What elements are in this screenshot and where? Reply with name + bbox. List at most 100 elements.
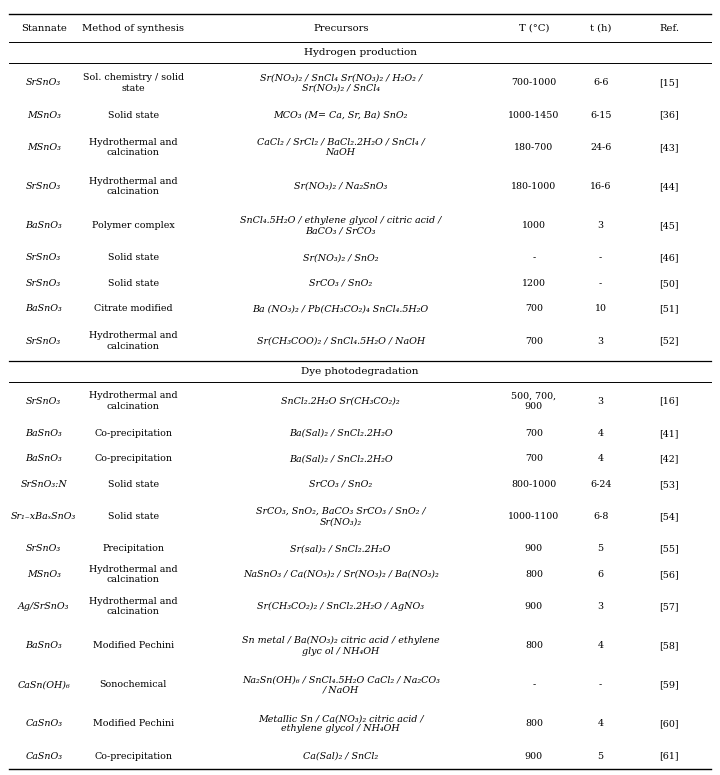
Text: 3: 3 <box>598 336 604 346</box>
Text: 800: 800 <box>525 570 543 579</box>
Text: 4: 4 <box>598 641 603 650</box>
Text: Stannate: Stannate <box>21 24 67 33</box>
Text: Ba(Sal)₂ / SnCl₂.2H₂O: Ba(Sal)₂ / SnCl₂.2H₂O <box>289 454 392 463</box>
Text: Hydrothermal and
calcination: Hydrothermal and calcination <box>89 332 178 351</box>
Text: Sr(NO₃)₂ / SnCl₄ Sr(NO₃)₂ / H₂O₂ /
Sr(NO₃)₂ / SnCl₄: Sr(NO₃)₂ / SnCl₄ Sr(NO₃)₂ / H₂O₂ / Sr(NO… <box>260 74 422 93</box>
Text: MSnO₃: MSnO₃ <box>27 570 60 579</box>
Text: 3: 3 <box>598 397 604 405</box>
Text: 700-1000: 700-1000 <box>511 78 557 88</box>
Text: Sr(CH₃CO₂)₂ / SnCl₂.2H₂O / AgNO₃: Sr(CH₃CO₂)₂ / SnCl₂.2H₂O / AgNO₃ <box>257 602 424 611</box>
Text: SrCO₃ / SnO₂: SrCO₃ / SnO₂ <box>309 480 372 489</box>
Text: CaSnO₃: CaSnO₃ <box>25 752 62 760</box>
Text: Co-precipitation: Co-precipitation <box>94 752 172 760</box>
Text: 700: 700 <box>525 305 543 313</box>
Text: Precipitation: Precipitation <box>102 545 164 553</box>
Text: SrSnO₃: SrSnO₃ <box>26 397 61 405</box>
Text: T (°C): T (°C) <box>518 24 549 33</box>
Text: 4: 4 <box>598 719 603 728</box>
Text: SnCl₂.2H₂O Sr(CH₃CO₂)₂: SnCl₂.2H₂O Sr(CH₃CO₂)₂ <box>282 397 400 405</box>
Text: CaCl₂ / SrCl₂ / BaCl₂.2H₂O / SnCl₄ /
NaOH: CaCl₂ / SrCl₂ / BaCl₂.2H₂O / SnCl₄ / NaO… <box>257 138 425 157</box>
Text: Solid state: Solid state <box>108 111 159 120</box>
Text: [60]: [60] <box>660 719 679 728</box>
Text: Dye photodegradation: Dye photodegradation <box>301 367 419 376</box>
Text: [45]: [45] <box>660 221 679 230</box>
Text: 900: 900 <box>525 545 543 553</box>
Text: 24-6: 24-6 <box>590 143 611 152</box>
Text: BaSnO₃: BaSnO₃ <box>25 429 62 438</box>
Text: Ca(Sal)₂ / SnCl₂: Ca(Sal)₂ / SnCl₂ <box>303 752 378 760</box>
Text: -: - <box>599 680 603 689</box>
Text: -: - <box>599 279 603 288</box>
Text: 6: 6 <box>598 570 604 579</box>
Text: 4: 4 <box>598 429 603 438</box>
Text: [41]: [41] <box>660 429 679 438</box>
Text: [16]: [16] <box>660 397 679 405</box>
Text: 500, 700,
900: 500, 700, 900 <box>511 391 557 411</box>
Text: 5: 5 <box>598 752 604 760</box>
Text: Sr(NO₃)₂ / SnO₂: Sr(NO₃)₂ / SnO₂ <box>303 253 379 262</box>
Text: 1000-1100: 1000-1100 <box>508 512 559 521</box>
Text: 10: 10 <box>595 305 607 313</box>
Text: [61]: [61] <box>660 752 679 760</box>
Text: SrSnO₃: SrSnO₃ <box>26 182 61 191</box>
Text: SrCO₃, SnO₂, BaCO₃ SrCO₃ / SnO₂ /
Sr(NO₃)₂: SrCO₃, SnO₂, BaCO₃ SrCO₃ / SnO₂ / Sr(NO₃… <box>256 507 426 526</box>
Text: 6-24: 6-24 <box>590 480 611 489</box>
Text: 700: 700 <box>525 454 543 463</box>
Text: Hydrothermal and
calcination: Hydrothermal and calcination <box>89 138 178 157</box>
Text: [50]: [50] <box>660 279 679 288</box>
Text: Solid state: Solid state <box>108 279 159 288</box>
Text: [43]: [43] <box>660 143 679 152</box>
Text: Sonochemical: Sonochemical <box>99 680 167 689</box>
Text: Ba(Sal)₂ / SnCl₂.2H₂O: Ba(Sal)₂ / SnCl₂.2H₂O <box>289 429 392 438</box>
Text: [55]: [55] <box>660 545 679 553</box>
Text: Sn metal / Ba(NO₃)₂ citric acid / ethylene
glyc ol / NH₄OH: Sn metal / Ba(NO₃)₂ citric acid / ethyle… <box>242 636 439 656</box>
Text: -: - <box>532 253 536 262</box>
Text: -: - <box>532 680 536 689</box>
Text: 800-1000: 800-1000 <box>511 480 557 489</box>
Text: Sr(sal)₂ / SnCl₂.2H₂O: Sr(sal)₂ / SnCl₂.2H₂O <box>290 545 391 553</box>
Text: [51]: [51] <box>660 305 679 313</box>
Text: Hydrogen production: Hydrogen production <box>304 49 416 57</box>
Text: 6-8: 6-8 <box>593 512 608 521</box>
Text: 5: 5 <box>598 545 604 553</box>
Text: 700: 700 <box>525 429 543 438</box>
Text: Precursors: Precursors <box>313 24 369 33</box>
Text: [15]: [15] <box>660 78 679 88</box>
Text: [59]: [59] <box>660 680 679 689</box>
Text: [54]: [54] <box>660 512 679 521</box>
Text: 4: 4 <box>598 454 603 463</box>
Text: MSnO₃: MSnO₃ <box>27 143 60 152</box>
Text: Sr₁₋xBaₓSnO₃: Sr₁₋xBaₓSnO₃ <box>11 512 76 521</box>
Text: [36]: [36] <box>660 111 679 120</box>
Text: Hydrothermal and
calcination: Hydrothermal and calcination <box>89 391 178 411</box>
Text: Ref.: Ref. <box>660 24 679 33</box>
Text: SrCO₃ / SnO₂: SrCO₃ / SnO₂ <box>309 279 372 288</box>
Text: Solid state: Solid state <box>108 480 159 489</box>
Text: SrSnO₃: SrSnO₃ <box>26 545 61 553</box>
Text: SrSnO₃: SrSnO₃ <box>26 279 61 288</box>
Text: [58]: [58] <box>660 641 679 650</box>
Text: [42]: [42] <box>660 454 679 463</box>
Text: Solid state: Solid state <box>108 253 159 262</box>
Text: Co-precipitation: Co-precipitation <box>94 454 172 463</box>
Text: 16-6: 16-6 <box>590 182 611 191</box>
Text: [56]: [56] <box>660 570 679 579</box>
Text: t (h): t (h) <box>590 24 611 33</box>
Text: Co-precipitation: Co-precipitation <box>94 429 172 438</box>
Text: Sr(CH₃COO)₂ / SnCl₄.5H₂O / NaOH: Sr(CH₃COO)₂ / SnCl₄.5H₂O / NaOH <box>256 336 425 346</box>
Text: [57]: [57] <box>660 602 679 611</box>
Text: BaSnO₃: BaSnO₃ <box>25 305 62 313</box>
Text: BaSnO₃: BaSnO₃ <box>25 454 62 463</box>
Text: 1200: 1200 <box>522 279 546 288</box>
Text: [44]: [44] <box>660 182 679 191</box>
Text: 700: 700 <box>525 336 543 346</box>
Text: Solid state: Solid state <box>108 512 159 521</box>
Text: 180-700: 180-700 <box>514 143 554 152</box>
Text: SnCl₄.5H₂O / ethylene glycol / citric acid /
BaCO₃ / SrCO₃: SnCl₄.5H₂O / ethylene glycol / citric ac… <box>240 216 441 236</box>
Text: 800: 800 <box>525 719 543 728</box>
Text: Ag/SrSnO₃: Ag/SrSnO₃ <box>18 602 69 611</box>
Text: 180-1000: 180-1000 <box>511 182 557 191</box>
Text: SrSnO₃: SrSnO₃ <box>26 78 61 88</box>
Text: [53]: [53] <box>660 480 679 489</box>
Text: 6-6: 6-6 <box>593 78 608 88</box>
